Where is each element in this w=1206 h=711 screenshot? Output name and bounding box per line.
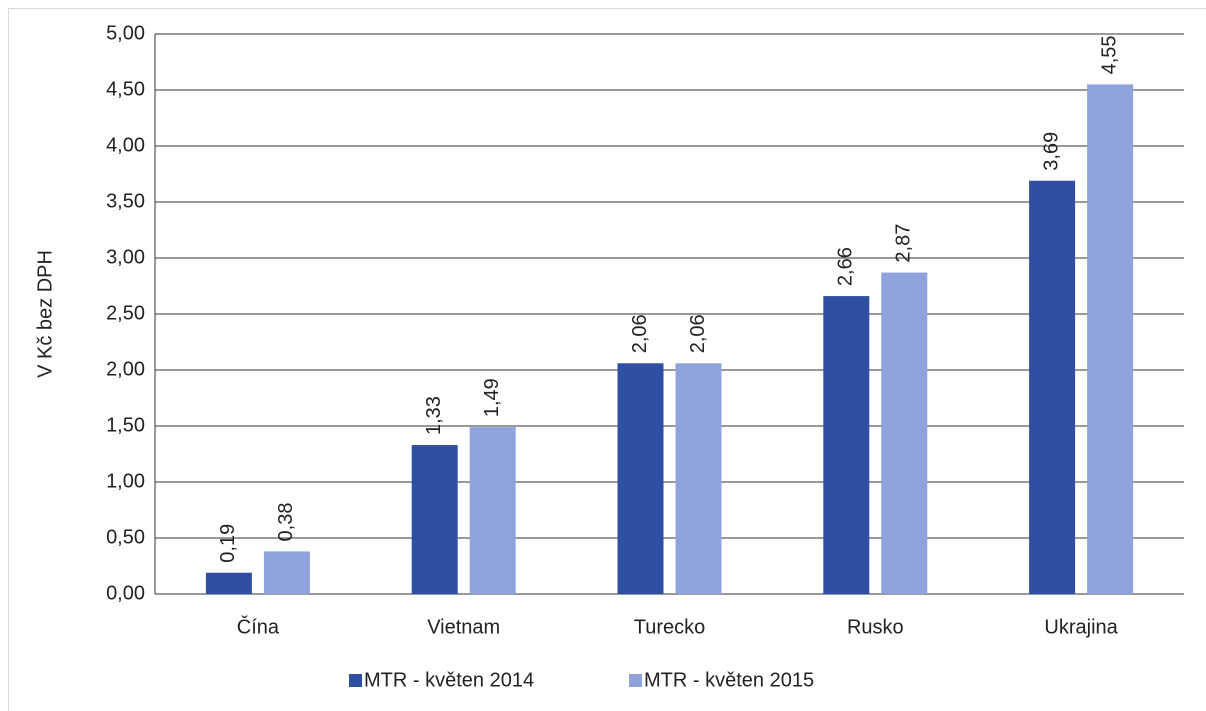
bar — [263, 551, 310, 594]
y-tick-label: 2,00 — [106, 358, 145, 380]
data-label: 0,38 — [275, 503, 297, 542]
x-tick-label: Čína — [237, 615, 280, 638]
y-tick-label: 5,00 — [106, 22, 145, 44]
y-tick-label: 3,00 — [106, 246, 145, 268]
data-label: 2,87 — [893, 224, 915, 263]
y-tick-label: 0,00 — [106, 582, 145, 604]
legend-label: MTR - květen 2015 — [644, 669, 814, 691]
data-label: 3,69 — [1040, 132, 1062, 171]
bar — [881, 272, 928, 594]
x-tick-label: Turecko — [634, 616, 706, 638]
bar — [823, 296, 870, 594]
y-tick-label: 4,50 — [106, 78, 145, 100]
y-tick-label: 3,50 — [106, 190, 145, 212]
data-label: 1,33 — [423, 396, 445, 435]
bar — [411, 445, 458, 594]
y-tick-label: 0,50 — [106, 526, 145, 548]
x-tick-label: Rusko — [847, 616, 904, 638]
bar — [205, 572, 252, 594]
data-label: 1,49 — [481, 378, 503, 417]
data-label: 2,06 — [629, 314, 651, 353]
data-label: 2,06 — [687, 314, 709, 353]
legend-label: MTR - květen 2014 — [364, 669, 534, 691]
x-tick-label: Vietnam — [427, 616, 500, 638]
bar — [675, 363, 722, 594]
bar — [1029, 180, 1076, 594]
data-label: 4,55 — [1098, 35, 1120, 74]
y-tick-label: 4,00 — [106, 134, 145, 156]
data-label: 0,19 — [217, 524, 239, 563]
data-label: 2,66 — [835, 247, 857, 286]
legend-swatch — [349, 674, 362, 687]
x-tick-label: Ukrajina — [1044, 616, 1118, 638]
bar — [1087, 84, 1134, 595]
bar — [469, 427, 516, 594]
chart-frame — [8, 8, 1206, 711]
y-axis-label: V Kč bez DPH — [34, 250, 56, 378]
y-tick-label: 1,00 — [106, 470, 145, 492]
y-tick-label: 2,50 — [106, 302, 145, 324]
bar — [617, 363, 664, 594]
legend-swatch — [629, 674, 642, 687]
y-tick-label: 1,50 — [106, 414, 145, 436]
